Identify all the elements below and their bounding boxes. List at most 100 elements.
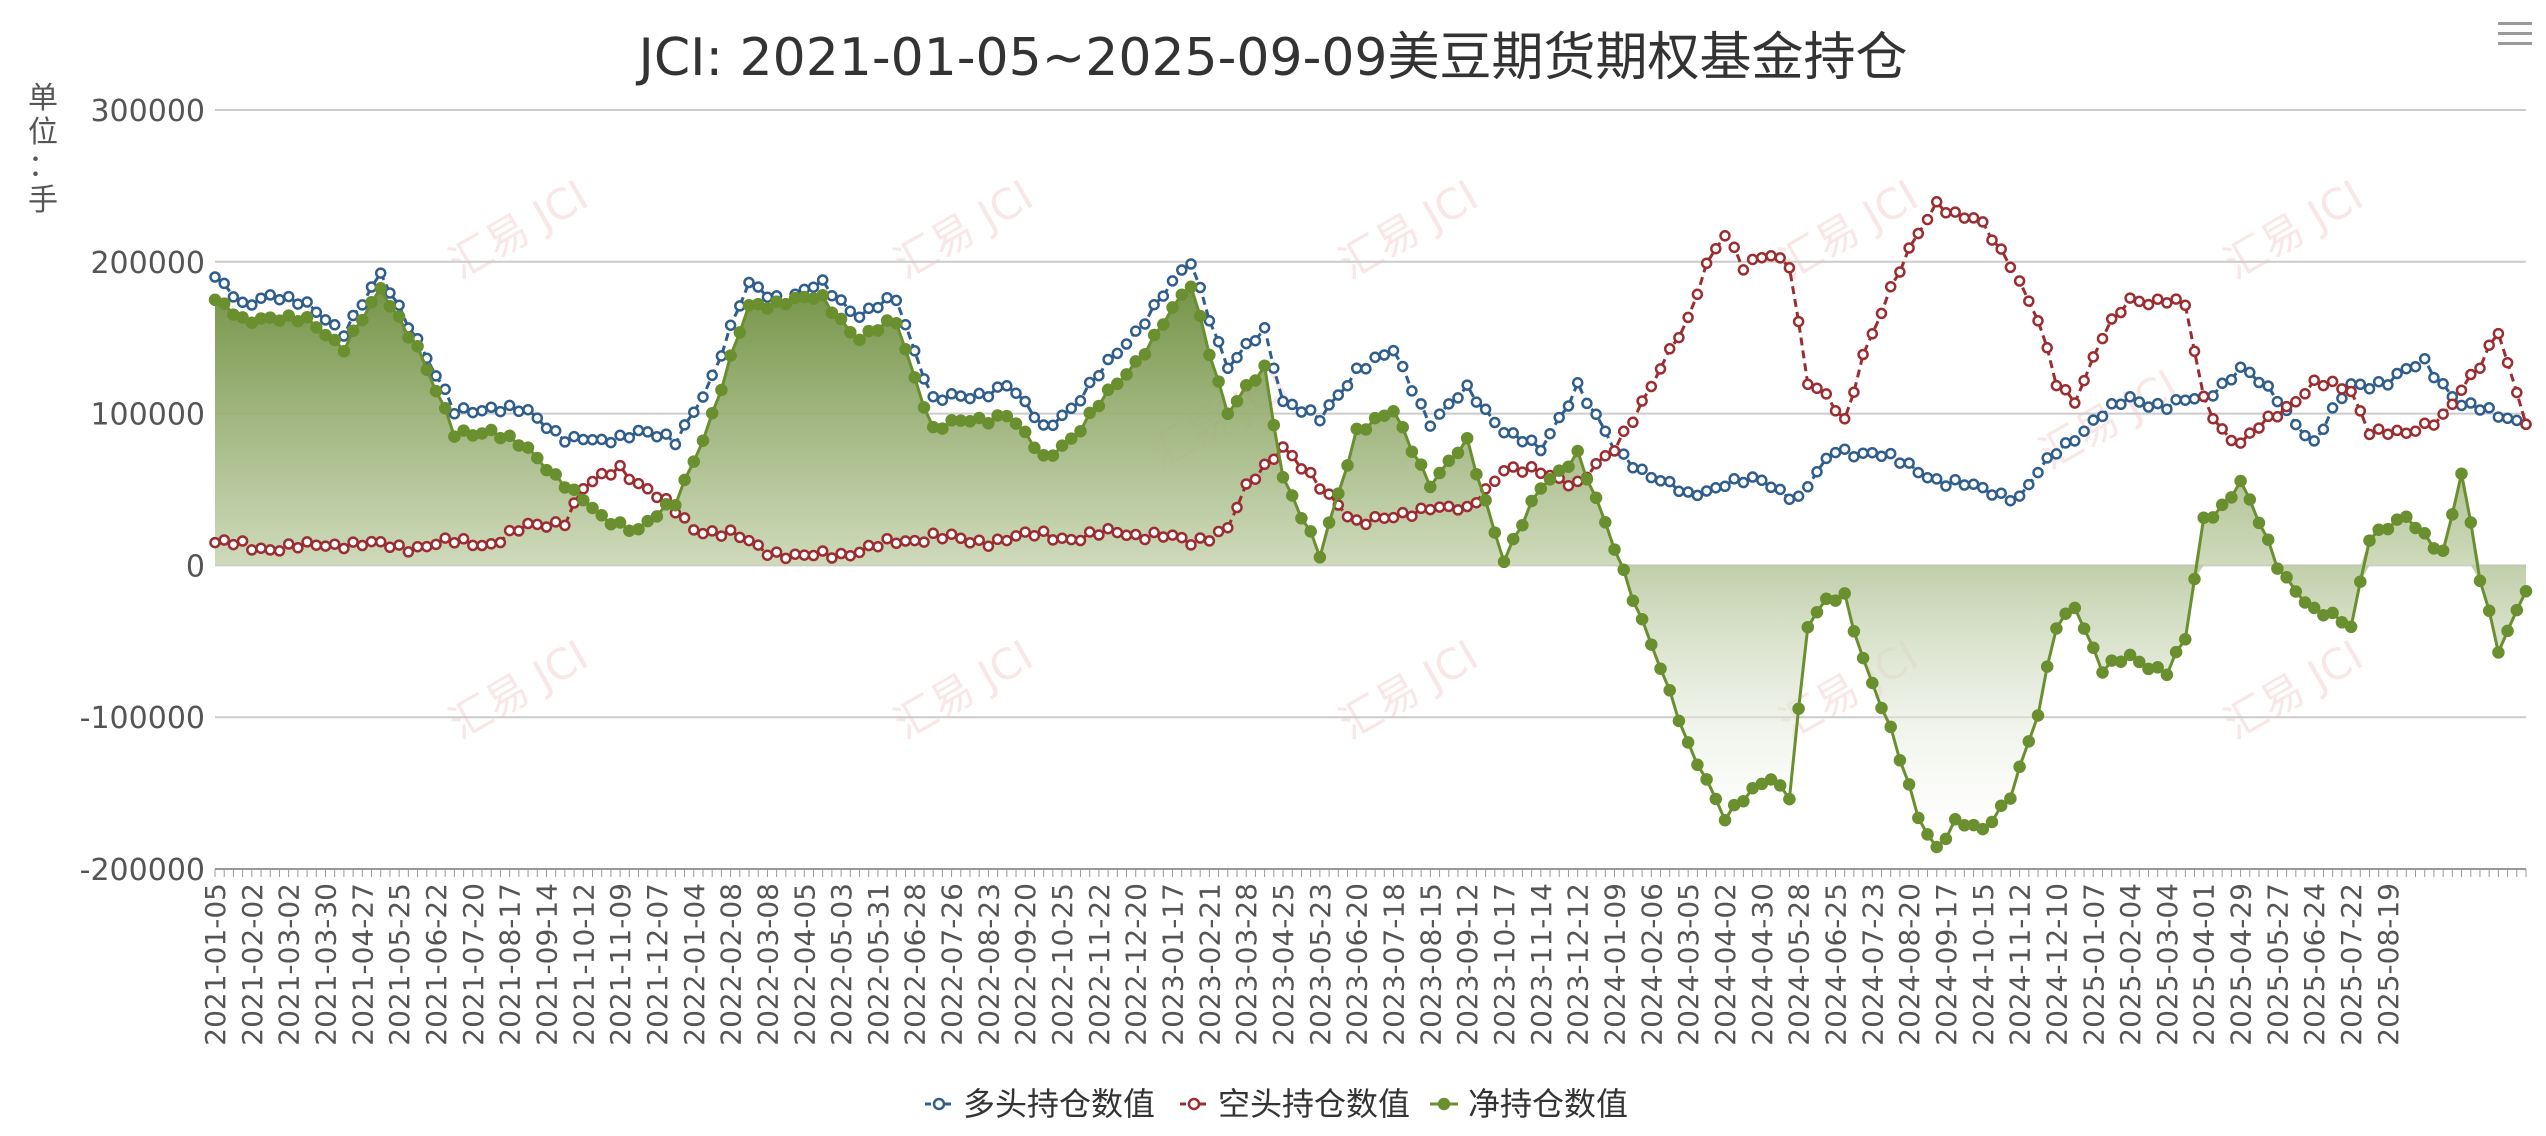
short-position-point[interactable] [1838, 413, 1851, 425]
net-position-point[interactable] [853, 333, 866, 347]
short-position-point[interactable] [991, 533, 1004, 546]
short-position-point[interactable] [1065, 533, 1078, 546]
short-position-point[interactable] [1231, 501, 1243, 514]
long-position-point[interactable] [706, 369, 718, 382]
net-position-point[interactable] [779, 297, 793, 311]
net-position-point[interactable] [1902, 778, 1916, 791]
short-position-point[interactable] [1719, 230, 1731, 242]
short-position-point[interactable] [1452, 504, 1464, 516]
net-position-point[interactable] [1737, 794, 1750, 808]
long-position-point[interactable] [1323, 399, 1335, 411]
net-position-point[interactable] [2004, 792, 2017, 805]
short-position-point[interactable] [1756, 251, 1768, 264]
short-position-point[interactable] [421, 540, 433, 553]
short-position-point[interactable] [2004, 261, 2017, 274]
net-position-point[interactable] [2519, 584, 2533, 598]
short-position-point[interactable] [1203, 535, 1216, 547]
net-position-point[interactable] [1810, 605, 1824, 619]
net-position-point[interactable] [687, 455, 701, 468]
net-position-point[interactable] [1930, 840, 1943, 854]
short-position-point[interactable] [1921, 213, 1934, 226]
long-position-point[interactable] [1562, 400, 1575, 412]
net-position-point[interactable] [1838, 587, 1851, 600]
short-position-point[interactable] [1783, 262, 1796, 274]
long-position-point[interactable] [1443, 398, 1455, 410]
net-position-point[interactable] [1470, 467, 1483, 481]
long-position-point[interactable] [1304, 404, 1317, 416]
short-position-point[interactable] [2492, 327, 2505, 340]
short-position-point[interactable] [2400, 427, 2413, 439]
long-position-point[interactable] [1461, 379, 1473, 391]
short-position-point[interactable] [1516, 466, 1529, 478]
long-position-point[interactable] [1571, 376, 1584, 389]
long-position-point[interactable] [1884, 447, 1897, 460]
long-position-point[interactable] [1111, 347, 1124, 360]
short-position-point[interactable] [1369, 510, 1381, 523]
legend-item[interactable]: 净持仓数值 [1430, 1085, 1628, 1123]
short-position-point[interactable] [485, 538, 497, 550]
net-position-point[interactable] [2068, 601, 2082, 615]
net-position-point[interactable] [2243, 493, 2257, 506]
short-position-point[interactable] [2105, 313, 2118, 325]
net-position-point[interactable] [1497, 555, 1511, 569]
net-position-point[interactable] [1018, 425, 1032, 439]
short-position-point[interactable] [1120, 529, 1133, 542]
short-position-point[interactable] [1194, 532, 1206, 544]
long-position-point[interactable] [2492, 411, 2505, 423]
long-position-point[interactable] [2455, 399, 2468, 412]
short-position-point[interactable] [2050, 379, 2063, 392]
short-position-point[interactable] [1406, 510, 1418, 522]
long-position-point[interactable] [1185, 258, 1197, 270]
net-position-point[interactable] [2040, 660, 2054, 673]
short-position-point[interactable] [393, 539, 405, 551]
long-position-point[interactable] [743, 276, 755, 289]
net-position-point[interactable] [1157, 318, 1170, 331]
short-position-point[interactable] [522, 517, 534, 530]
short-position-point[interactable] [936, 532, 949, 545]
short-position-point[interactable] [2382, 428, 2394, 440]
short-position-point[interactable] [1268, 453, 1280, 466]
net-position-point[interactable] [2298, 596, 2312, 609]
short-position-point[interactable] [2363, 428, 2376, 441]
short-position-point[interactable] [614, 459, 626, 472]
net-position-point[interactable] [696, 434, 710, 447]
net-position-point[interactable] [1663, 684, 1676, 697]
net-position-point[interactable] [2087, 641, 2100, 655]
short-position-point[interactable] [2225, 434, 2238, 447]
long-position-point[interactable] [1240, 337, 1252, 350]
short-position-point[interactable] [2032, 315, 2044, 327]
long-position-point[interactable] [623, 431, 636, 444]
long-position-point[interactable] [1792, 490, 1805, 502]
short-position-point[interactable] [236, 535, 249, 547]
long-position-point[interactable] [1737, 476, 1750, 489]
long-position-point[interactable] [1838, 443, 1851, 455]
net-position-point[interactable] [2096, 666, 2109, 679]
long-position-point[interactable] [1599, 425, 1612, 437]
net-position-point[interactable] [724, 349, 737, 362]
net-position-point[interactable] [1129, 355, 1142, 368]
long-position-point[interactable] [1949, 473, 1961, 486]
short-position-point[interactable] [688, 524, 700, 536]
net-position-point[interactable] [319, 328, 332, 342]
short-position-point[interactable] [1074, 534, 1087, 547]
short-position-point[interactable] [2234, 437, 2247, 449]
net-position-point[interactable] [2418, 527, 2431, 540]
long-position-point[interactable] [1986, 489, 1998, 501]
short-position-point[interactable] [734, 531, 746, 544]
short-position-point[interactable] [1995, 243, 2007, 255]
short-position-point[interactable] [2244, 427, 2256, 439]
long-position-point[interactable] [1157, 290, 1170, 302]
long-position-point[interactable] [2511, 414, 2523, 427]
short-position-point[interactable] [1102, 522, 1114, 535]
net-position-point[interactable] [1608, 543, 1621, 556]
short-position-point[interactable] [2096, 332, 2109, 345]
long-position-point[interactable] [2299, 429, 2311, 442]
short-position-point[interactable] [1037, 525, 1050, 537]
net-position-point[interactable] [2022, 735, 2036, 748]
long-position-point[interactable] [1820, 452, 1833, 465]
short-position-point[interactable] [2133, 295, 2146, 308]
net-position-point[interactable] [2446, 508, 2459, 521]
long-position-point[interactable] [2465, 397, 2477, 409]
net-position-point[interactable] [2455, 467, 2468, 480]
long-position-point[interactable] [1341, 379, 1354, 392]
